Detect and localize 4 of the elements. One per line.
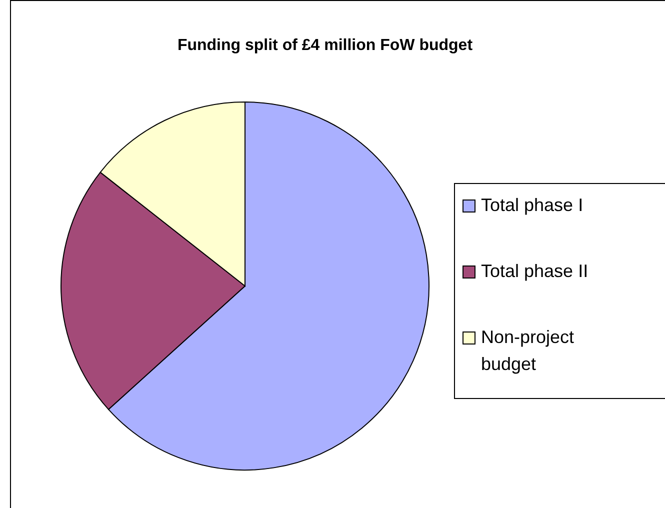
chart-title: Funding split of £4 million FoW budget bbox=[177, 37, 474, 54]
legend-label: Total phase I bbox=[481, 195, 584, 215]
legend-label: Total phase II bbox=[481, 261, 588, 281]
legend-label: Non-project budget bbox=[481, 327, 574, 374]
